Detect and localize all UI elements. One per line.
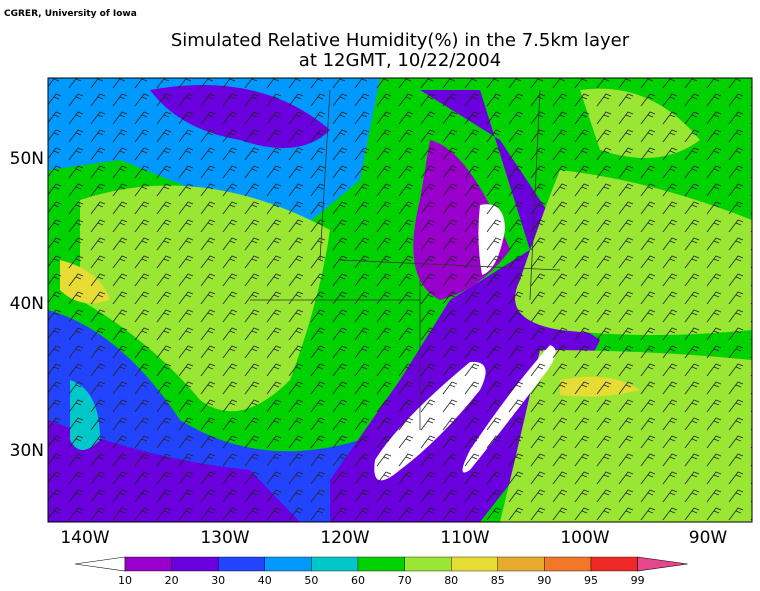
colorbar-label: 70	[398, 574, 412, 587]
colorbar-swatch	[311, 556, 359, 572]
colorbar-label: 80	[444, 574, 458, 587]
colorbar-label: 95	[584, 574, 598, 587]
colorbar-label: 99	[631, 574, 645, 587]
title: Simulated Relative Humidity(%) in the 7.…	[171, 30, 630, 51]
colorbar-swatch	[171, 556, 219, 572]
colorbar-label: 10	[118, 574, 132, 587]
lat-label: 30N	[10, 441, 44, 461]
colorbar-label: 40	[258, 574, 272, 587]
lon-label: 130W	[200, 528, 249, 548]
colorbar-swatch	[497, 556, 545, 572]
colorbar-label: 20	[165, 574, 179, 587]
colorbar-swatch	[590, 556, 638, 572]
credit: CGRER, University of Iowa	[4, 9, 137, 19]
colorbar-swatch	[357, 556, 405, 572]
lat-label: 40N	[10, 294, 44, 314]
lat-label: 50N	[10, 149, 44, 169]
lon-label: 110W	[440, 528, 489, 548]
colorbar-label: 30	[211, 574, 225, 587]
colorbar-swatch	[404, 556, 452, 572]
lon-label: 90W	[689, 528, 728, 548]
colorbar-label: 90	[537, 574, 551, 587]
colorbar-swatch	[217, 556, 265, 572]
colorbar-arrow	[637, 556, 688, 572]
colorbar-arrow	[74, 556, 126, 572]
colorbar-swatch	[451, 556, 499, 572]
map-field	[48, 78, 752, 522]
map-frame	[47, 77, 753, 523]
colorbar-swatch	[544, 556, 592, 572]
lon-label: 140W	[60, 528, 109, 548]
colorbar-swatch	[124, 556, 172, 572]
lon-label: 120W	[320, 528, 369, 548]
colorbar-swatch	[264, 556, 312, 572]
colorbar-label: 85	[491, 574, 505, 587]
lon-label: 100W	[560, 528, 609, 548]
colorbar-label: 60	[351, 574, 365, 587]
subtitle: at 12GMT, 10/22/2004	[299, 50, 501, 71]
colorbar-label: 50	[304, 574, 318, 587]
